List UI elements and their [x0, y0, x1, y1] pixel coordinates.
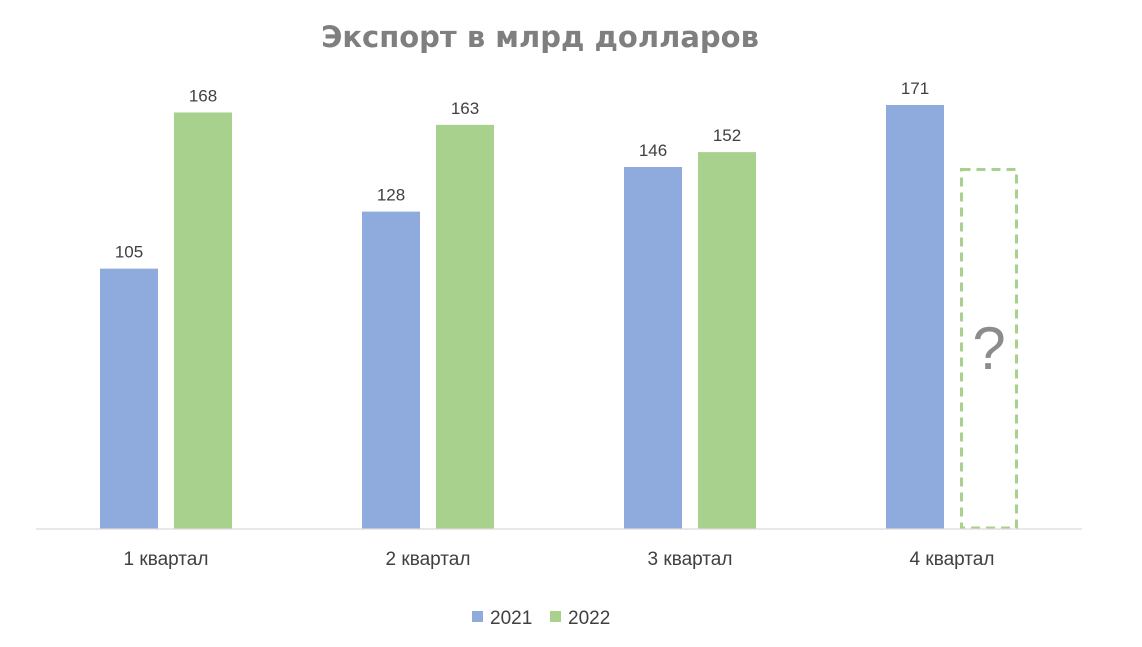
data-label-2021-3: 146	[639, 141, 667, 160]
data-label-2021-4: 171	[901, 79, 929, 98]
bar-2022-1	[174, 112, 232, 529]
bar-2021-1	[100, 268, 158, 529]
data-label-2022-1: 168	[189, 86, 217, 105]
legend-label-2022: 2022	[568, 608, 610, 629]
legend: 2021 2022	[472, 608, 610, 629]
unknown-value-mark: ?	[972, 315, 1005, 382]
legend-label-2021: 2021	[490, 608, 532, 629]
bar-2022-3	[698, 152, 756, 529]
legend-swatch-2021	[472, 611, 483, 622]
bar-placeholder-2022-4	[960, 167, 1018, 530]
bar-2021-2	[362, 211, 420, 530]
data-label-2021-2: 128	[377, 186, 405, 205]
bar-2021-3	[624, 166, 682, 530]
x-tick-label-3: 3 квартал	[648, 549, 733, 570]
bar-2022-2	[436, 124, 494, 530]
x-tick-label-2: 2 квартал	[386, 549, 471, 570]
legend-swatch-2022	[550, 611, 561, 622]
bars-layer: 105 168 128 163 146 152 171?	[100, 79, 1018, 530]
x-tick-labels: 1 квартал 2 квартал 3 квартал 4 квартал	[124, 549, 995, 570]
data-label-2022-2: 163	[451, 99, 479, 118]
x-tick-label-4: 4 квартал	[910, 549, 995, 570]
bar-2021-4	[886, 105, 944, 529]
data-label-2021-1: 105	[115, 243, 143, 262]
data-label-2022-3: 152	[713, 126, 741, 145]
x-tick-label-1: 1 квартал	[124, 549, 209, 570]
chart-title: Экспорт в млрд долларов	[321, 20, 759, 54]
